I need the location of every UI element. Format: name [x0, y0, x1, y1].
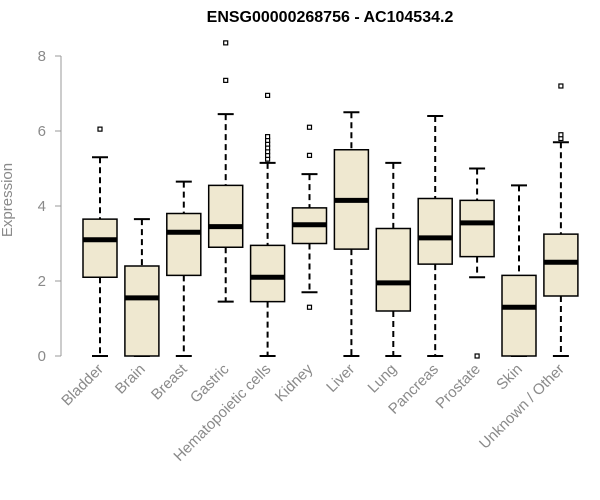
- outlier-point: [223, 40, 229, 46]
- x-tick-label: Brain: [112, 361, 149, 398]
- outlier-point: [97, 126, 103, 132]
- y-tick-label: 6: [38, 123, 46, 140]
- box-kidney: [291, 124, 328, 310]
- y-axis-ticks: 0 2 4 6 8: [38, 48, 61, 365]
- box-prostate: [459, 167, 495, 359]
- box-breast: [166, 180, 202, 357]
- box-unknown-other: [543, 83, 579, 357]
- box-brain: [124, 218, 160, 357]
- outlier-point: [306, 152, 313, 158]
- box-hematopoietic-cells: [249, 92, 286, 357]
- x-tick-label: Bladder: [58, 361, 107, 410]
- box-gastric: [207, 40, 244, 303]
- outlier-point: [306, 124, 313, 130]
- iqr-box: [249, 244, 286, 303]
- iqr-box: [375, 227, 412, 312]
- x-tick-label: Breast: [148, 360, 191, 403]
- iqr-box: [207, 184, 244, 248]
- boxplots: [82, 40, 579, 359]
- x-tick-label: Lung: [365, 361, 401, 397]
- x-tick-label: Prostate: [432, 361, 484, 413]
- outlier-point: [265, 134, 271, 140]
- outlier-point: [265, 92, 271, 98]
- outlier-point: [558, 83, 564, 89]
- x-tick-label: Liver: [323, 361, 358, 396]
- iqr-box: [543, 233, 579, 297]
- y-tick-label: 4: [38, 198, 46, 215]
- iqr-box: [417, 197, 453, 265]
- iqr-box: [166, 212, 202, 277]
- chart-title: ENSG00000268756 - AC104534.2: [207, 9, 454, 26]
- box-bladder: [82, 126, 118, 357]
- iqr-box: [501, 274, 537, 357]
- iqr-box: [459, 199, 495, 258]
- y-axis-label: Expression: [0, 163, 16, 237]
- y-tick-label: 8: [38, 48, 46, 65]
- iqr-box: [82, 218, 118, 278]
- y-tick-label: 0: [38, 348, 46, 365]
- outlier-point: [558, 132, 564, 138]
- x-tick-label: Skin: [493, 361, 526, 394]
- box-skin: [501, 184, 537, 357]
- y-tick-label: 2: [38, 273, 46, 290]
- outlier-point: [223, 77, 229, 83]
- outlier-point: [474, 353, 480, 359]
- iqr-box: [124, 265, 160, 357]
- box-pancreas: [417, 115, 453, 357]
- outlier-point: [306, 304, 313, 310]
- box-liver: [333, 111, 370, 357]
- x-tick-label: Kidney: [272, 360, 317, 405]
- box-lung: [375, 161, 412, 357]
